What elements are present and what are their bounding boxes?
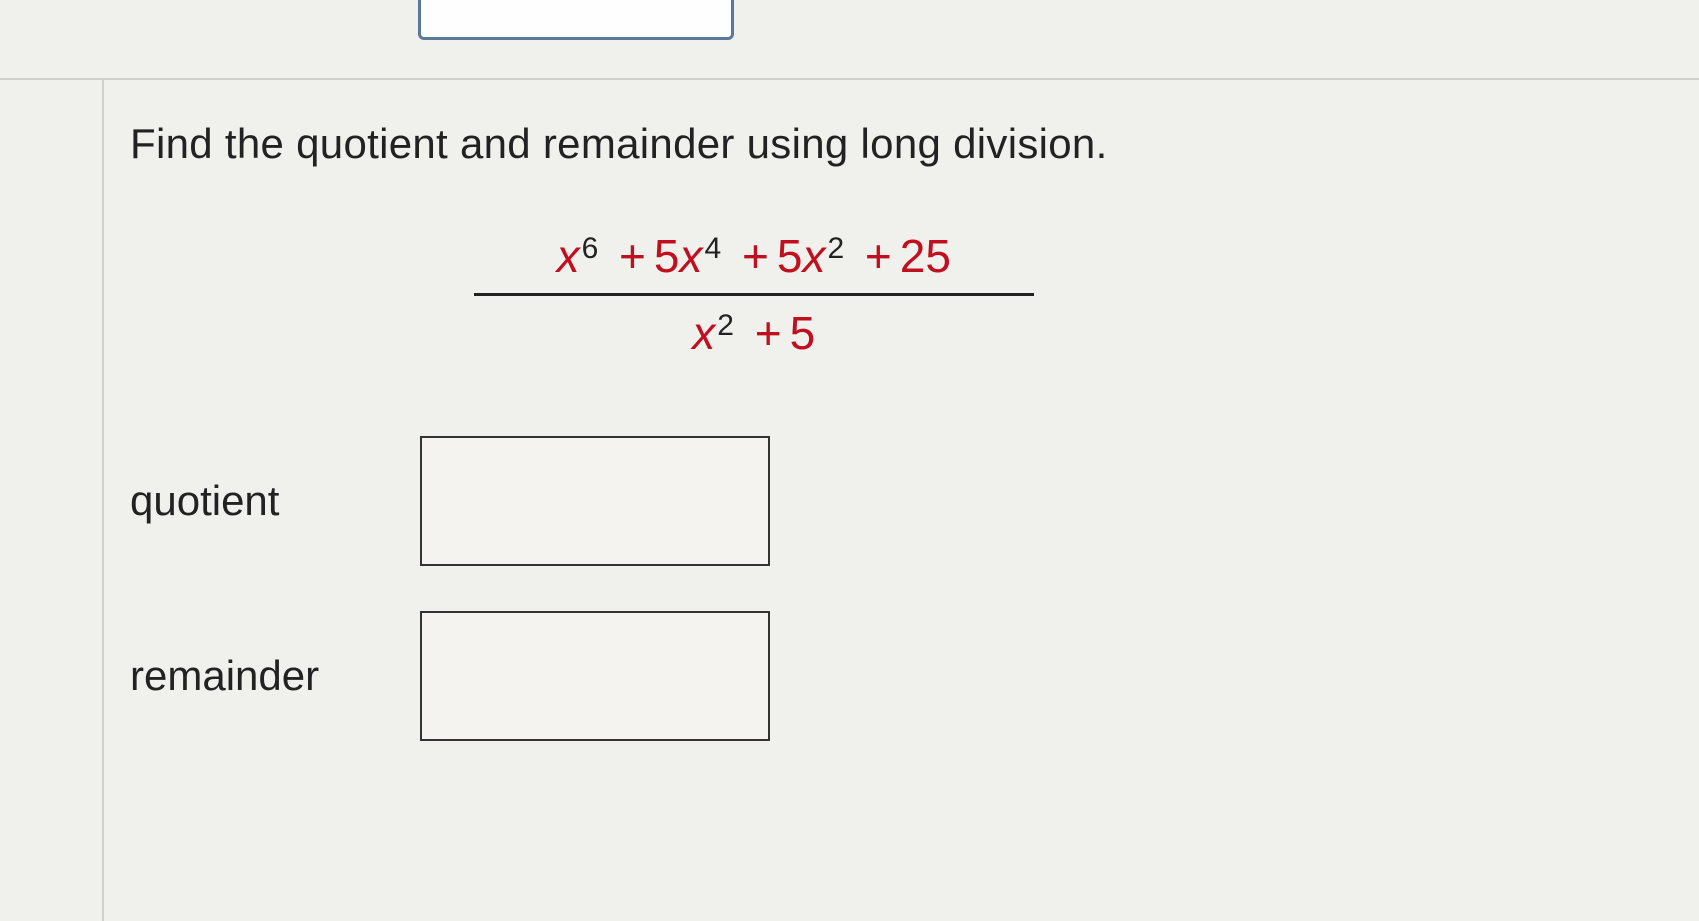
op-plus: + (857, 230, 900, 282)
remainder-label: remainder (130, 652, 420, 700)
coef: 5 (654, 230, 680, 282)
quotient-input[interactable] (420, 436, 770, 566)
exponent: 2 (827, 232, 844, 265)
quotient-row: quotient (130, 436, 1108, 566)
op-plus: + (611, 230, 654, 282)
denominator: x2 +5 (676, 300, 831, 366)
op-plus: + (734, 230, 777, 282)
instruction-text: Find the quotient and remainder using lo… (130, 120, 1108, 168)
var-x: x (680, 230, 703, 282)
quotient-label: quotient (130, 477, 420, 525)
const: 5 (790, 307, 816, 359)
previous-answer-input[interactable] (418, 0, 734, 40)
vertical-divider (102, 78, 104, 921)
exponent: 4 (705, 232, 722, 265)
exponent: 6 (582, 232, 599, 265)
fraction-bar (474, 293, 1034, 296)
op-plus: + (747, 307, 790, 359)
horizontal-divider (0, 78, 1699, 80)
var-x: x (557, 230, 580, 282)
division-expression: x6 +5x4 +5x2 +25 x2 +5 (400, 223, 1108, 366)
problem-content: Find the quotient and remainder using lo… (130, 120, 1108, 741)
numerator: x6 +5x4 +5x2 +25 (541, 223, 967, 289)
exponent: 2 (717, 309, 734, 342)
var-x: x (802, 230, 825, 282)
const: 25 (900, 230, 951, 282)
remainder-input[interactable] (420, 611, 770, 741)
coef: 5 (777, 230, 803, 282)
var-x: x (692, 307, 715, 359)
remainder-row: remainder (130, 611, 1108, 741)
